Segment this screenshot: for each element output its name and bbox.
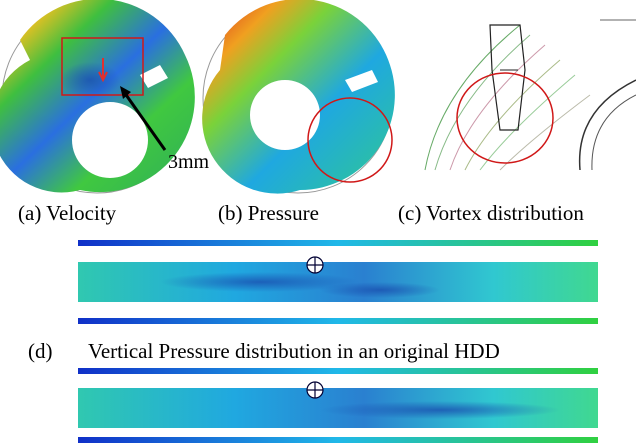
annotation: 3mm xyxy=(168,151,210,173)
caption: (a) Velocity xyxy=(18,201,117,225)
panel-b xyxy=(202,0,395,194)
caption: (c) Vortex distribution xyxy=(398,201,584,225)
panel-c xyxy=(425,20,636,170)
caption: Vertical Pressure distribution in an ori… xyxy=(88,339,500,363)
caption: (b) Pressure xyxy=(218,201,319,225)
velocity-shade xyxy=(60,62,120,98)
panel-a: 3mm xyxy=(0,0,210,193)
highlight-circle xyxy=(457,73,553,163)
figure: 3mm (a) Velocity (b) Pressure (c) Vortex… xyxy=(0,0,636,445)
caption-label: (d) xyxy=(28,339,53,363)
panel-d-strip-2 xyxy=(78,368,598,443)
panel-d-strip xyxy=(78,240,598,324)
